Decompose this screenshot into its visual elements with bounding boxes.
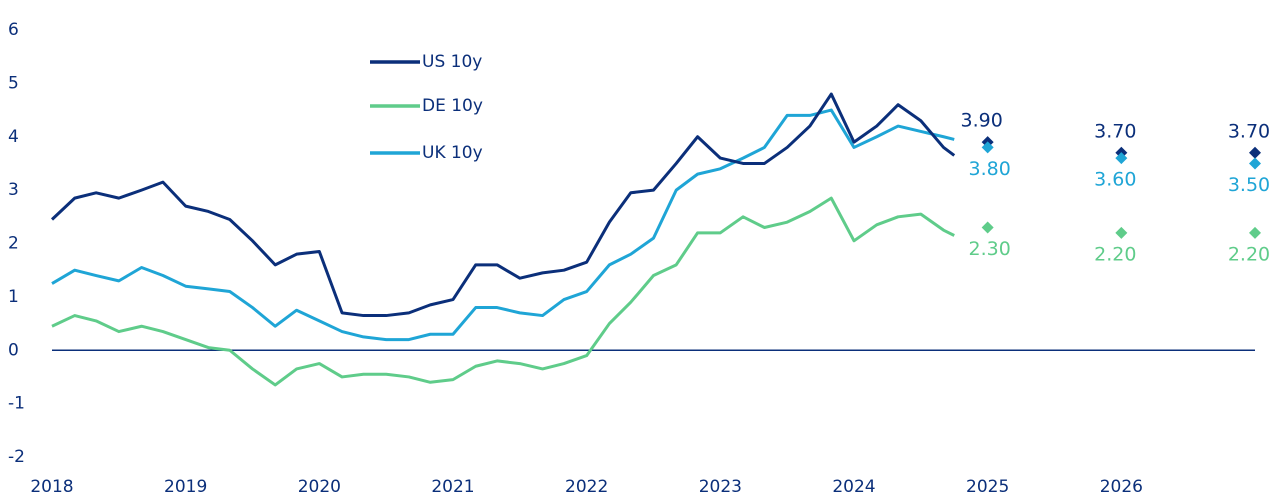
forecast-marker [981, 141, 994, 154]
forecast-marker [1249, 157, 1261, 170]
x-tick-label: 2021 [431, 477, 474, 497]
x-tick-label: 2026 [1100, 477, 1143, 497]
series-line [51, 108, 955, 342]
y-tick-label: -1 [8, 394, 25, 414]
series-line [50, 92, 956, 318]
y-tick-label: 3 [8, 180, 19, 200]
x-tick-label: 2018 [30, 477, 73, 497]
y-tick-label: 0 [8, 340, 19, 360]
forecast-label: 3.60 [1094, 169, 1136, 191]
x-tick-label: 2025 [966, 477, 1009, 497]
forecast-marker [1249, 146, 1261, 159]
y-tick-label: 5 [8, 73, 19, 93]
x-tick-label: 2022 [565, 477, 608, 497]
forecast-label: 3.50 [1228, 174, 1270, 196]
y-tick-label: 6 [8, 20, 19, 40]
forecast-marker [1115, 152, 1128, 165]
forecast-label: 3.70 [1228, 120, 1270, 142]
x-tick-label: 2019 [164, 477, 207, 497]
forecast-marker [981, 221, 994, 234]
y-tick-label: 2 [8, 234, 19, 254]
forecast-label: 3.80 [969, 158, 1011, 180]
forecast-label: 2.30 [969, 238, 1011, 260]
forecast-marker [1115, 226, 1128, 239]
y-tick-label: 4 [8, 127, 19, 147]
forecast-label: 3.70 [1094, 120, 1136, 142]
y-tick-label: 1 [8, 287, 19, 307]
y-tick-label: -2 [8, 447, 25, 467]
series-line [51, 196, 955, 387]
forecast-label: 3.90 [961, 110, 1003, 132]
x-tick-label: 2020 [298, 477, 341, 497]
forecast-label: 2.20 [1094, 243, 1136, 265]
forecast-marker [1249, 226, 1261, 239]
legend-label: UK 10y [422, 143, 483, 163]
x-tick-label: 2023 [699, 477, 742, 497]
legend-label: DE 10y [422, 96, 483, 116]
legend-label: US 10y [422, 52, 482, 72]
forecast-label: 2.20 [1228, 243, 1270, 265]
x-tick-label: 2024 [832, 477, 875, 497]
